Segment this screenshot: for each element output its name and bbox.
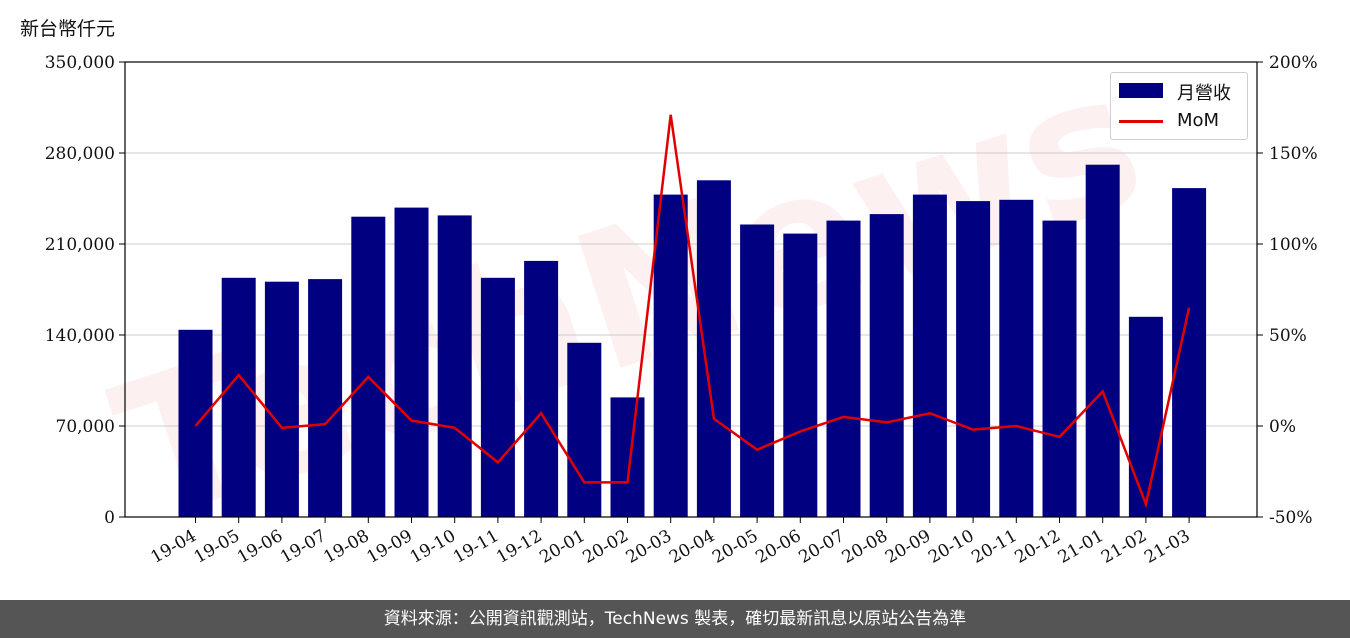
bar-revenue-20-01 bbox=[567, 342, 602, 517]
x-tick-label: 19-08 bbox=[320, 526, 372, 568]
x-tick-label: 20-09 bbox=[882, 526, 934, 568]
legend-swatch-revenue bbox=[1119, 83, 1163, 98]
bar-revenue-21-03 bbox=[1172, 188, 1207, 517]
bar-revenue-19-12 bbox=[524, 260, 559, 517]
bar-revenue-19-10 bbox=[437, 215, 472, 517]
legend-label-mom: MoM bbox=[1177, 110, 1220, 131]
x-tick-label: 20-04 bbox=[666, 526, 718, 568]
bar-revenue-19-06 bbox=[264, 281, 299, 517]
bar-revenue-20-06 bbox=[783, 233, 818, 517]
bar-revenue-20-07 bbox=[826, 220, 861, 517]
y-left-tick-label: 210,000 bbox=[45, 235, 115, 255]
source-footer: 資料來源：公開資訊觀測站，TechNews 製表，確切最新訊息以原站公告為準 bbox=[0, 600, 1350, 638]
x-tick-label: 21-02 bbox=[1098, 526, 1150, 568]
y-left-tick-label: 70,000 bbox=[56, 417, 115, 437]
bar-revenue-20-10 bbox=[956, 201, 991, 517]
chart-legend: 月營收 MoM bbox=[1110, 72, 1248, 140]
x-tick-label: 21-03 bbox=[1141, 526, 1193, 568]
bar-revenue-20-12 bbox=[1042, 220, 1077, 517]
legend-item-mom: MoM bbox=[1111, 106, 1247, 136]
x-tick-label: 20-03 bbox=[623, 526, 675, 568]
plot-frame bbox=[124, 61, 1258, 518]
y-right-tick-label: 0% bbox=[1269, 417, 1296, 437]
y-axis-unit-label: 新台幣仟元 bbox=[20, 18, 116, 40]
bar-revenue-21-02 bbox=[1128, 316, 1163, 517]
bar-revenue-19-04 bbox=[178, 329, 213, 517]
y-right-tick-label: 150% bbox=[1269, 144, 1318, 164]
legend-item-revenue: 月營收 bbox=[1111, 75, 1247, 105]
bar-revenue-19-07 bbox=[308, 279, 343, 517]
bar-revenue-21-01 bbox=[1085, 164, 1120, 517]
bar-revenue-19-08 bbox=[351, 216, 386, 517]
y-left-tick-label: 0 bbox=[104, 508, 115, 528]
y-left-tick-label: 140,000 bbox=[45, 326, 115, 346]
x-tick-label: 20-12 bbox=[1012, 526, 1064, 568]
legend-label-revenue: 月營收 bbox=[1177, 83, 1231, 104]
bar-revenue-19-11 bbox=[480, 277, 515, 517]
y-right-tick-label: 50% bbox=[1269, 326, 1307, 346]
x-tick-label: 20-02 bbox=[580, 526, 632, 568]
x-tick-label: 19-07 bbox=[277, 526, 329, 568]
legend-swatch-mom bbox=[1119, 120, 1163, 123]
y-left-tick-label: 280,000 bbox=[45, 144, 115, 164]
x-tick-label: 20-06 bbox=[752, 526, 804, 568]
x-tick-label: 21-01 bbox=[1055, 526, 1107, 568]
x-tick-label: 20-10 bbox=[925, 526, 977, 568]
bar-revenue-20-02 bbox=[610, 397, 645, 517]
x-tick-label: 20-01 bbox=[536, 526, 588, 568]
x-tick-label: 20-08 bbox=[839, 526, 891, 568]
y-right-tick-label: -50% bbox=[1269, 508, 1313, 528]
bar-revenue-20-05 bbox=[740, 224, 775, 517]
bar-revenue-19-05 bbox=[221, 277, 256, 517]
bar-revenue-20-03 bbox=[653, 194, 688, 517]
y-right-tick-label: 200% bbox=[1269, 53, 1318, 73]
bar-revenue-19-09 bbox=[394, 207, 429, 517]
x-tick-label: 20-11 bbox=[968, 526, 1020, 568]
x-tick-label: 19-09 bbox=[364, 526, 416, 568]
bar-revenue-20-11 bbox=[999, 199, 1034, 518]
bar-revenue-20-08 bbox=[869, 214, 904, 517]
y-right-tick-label: 100% bbox=[1269, 235, 1318, 255]
revenue-chart: TechNews070,000140,000210,000280,000350,… bbox=[45, 28, 1318, 568]
x-tick-label: 20-05 bbox=[709, 526, 761, 568]
y-left-tick-label: 350,000 bbox=[45, 53, 115, 73]
bar-revenue-20-09 bbox=[912, 194, 947, 517]
bar-revenue-20-04 bbox=[696, 180, 731, 518]
x-tick-label: 19-10 bbox=[407, 526, 459, 568]
x-tick-label: 19-12 bbox=[493, 526, 545, 568]
x-tick-label: 19-11 bbox=[450, 526, 502, 568]
x-tick-label: 20-07 bbox=[796, 526, 848, 568]
mom-line bbox=[194, 114, 1191, 509]
